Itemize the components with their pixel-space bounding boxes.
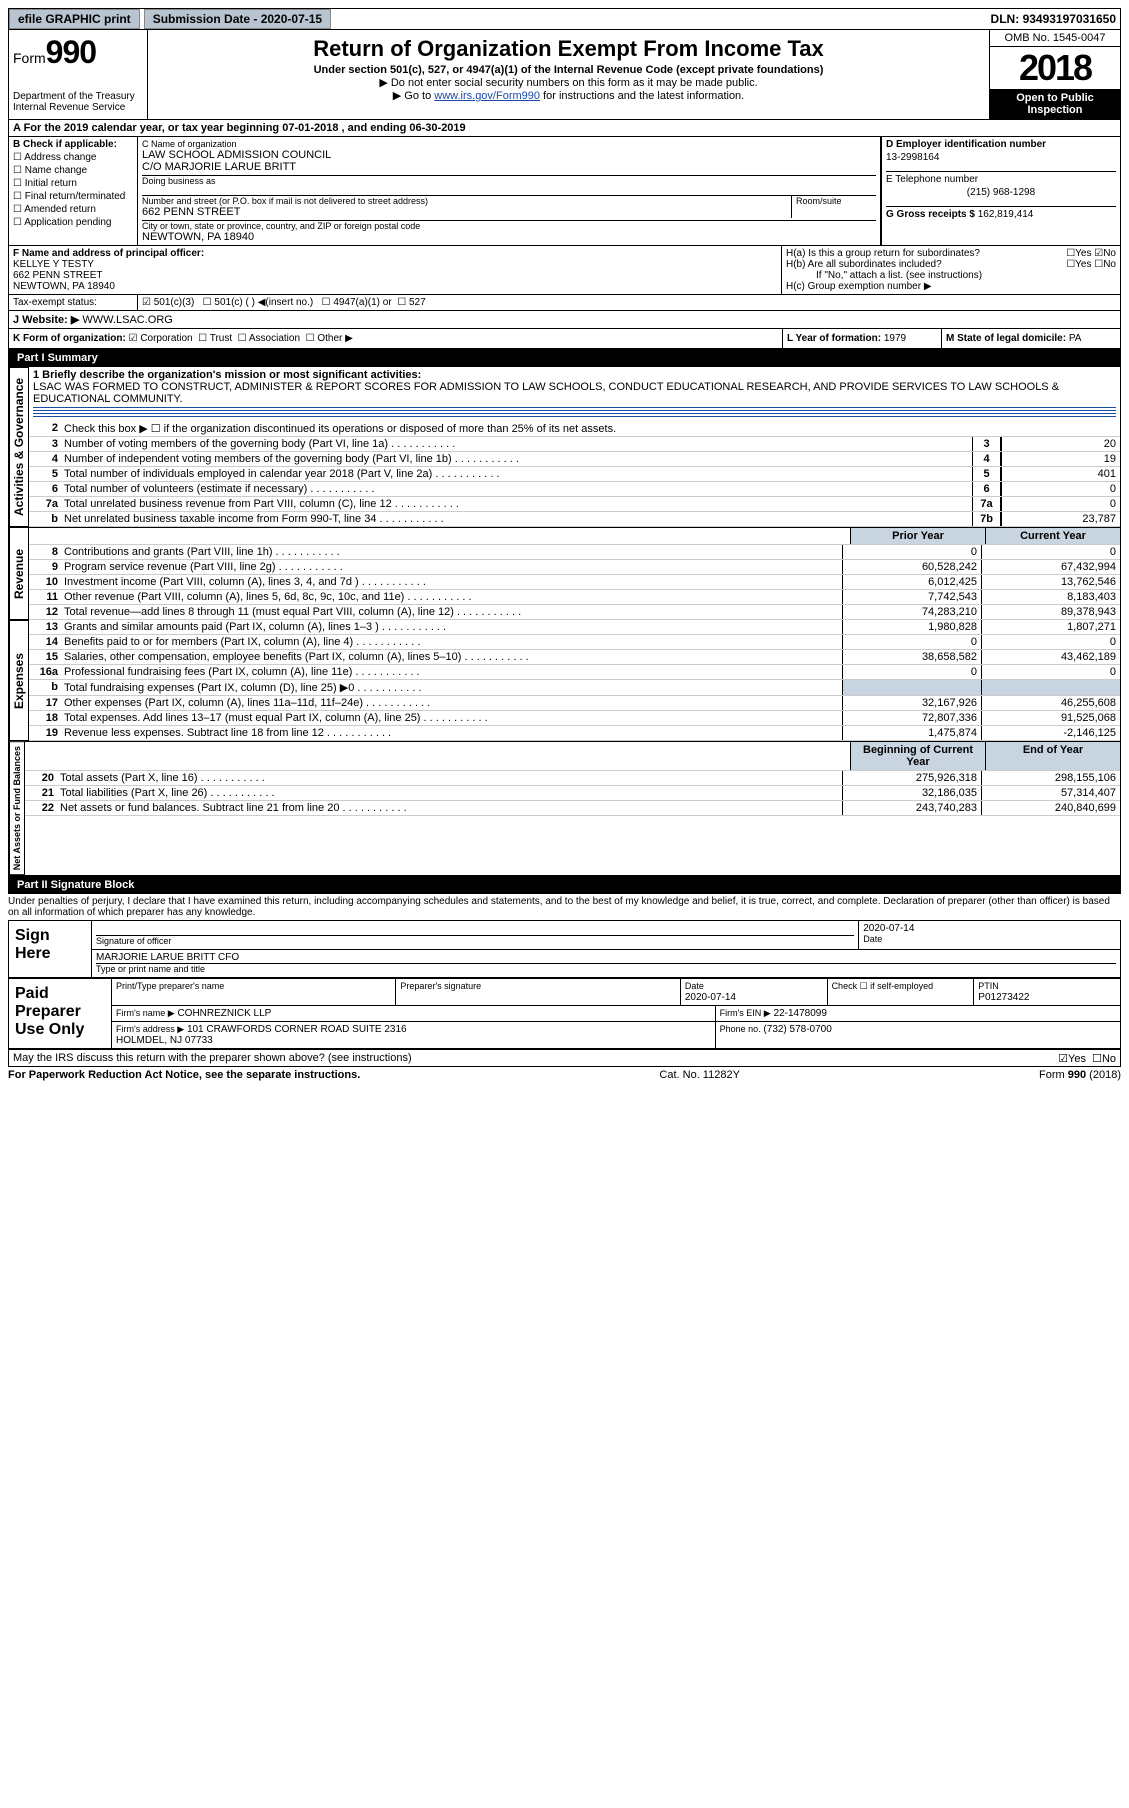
- irs-link[interactable]: www.irs.gov/Form990: [434, 90, 540, 102]
- section-f: F Name and address of principal officer:…: [9, 246, 782, 294]
- summary-line: bTotal fundraising expenses (Part IX, co…: [29, 680, 1120, 696]
- part-2-header: Part II Signature Block: [8, 876, 1121, 894]
- footer: For Paperwork Reduction Act Notice, see …: [8, 1067, 1121, 1083]
- summary-line: 18Total expenses. Add lines 13–17 (must …: [29, 711, 1120, 726]
- summary-line: 11Other revenue (Part VIII, column (A), …: [29, 590, 1120, 605]
- perjury-text: Under penalties of perjury, I declare th…: [8, 894, 1121, 920]
- form-title: Return of Organization Exempt From Incom…: [152, 36, 985, 62]
- dept-treasury: Department of the Treasury: [13, 91, 143, 102]
- summary-line: 5Total number of individuals employed in…: [29, 467, 1120, 482]
- mission-text: LSAC WAS FORMED TO CONSTRUCT, ADMINISTER…: [33, 381, 1059, 405]
- section-deg: D Employer identification number 13-2998…: [881, 137, 1120, 245]
- summary-line: 16aProfessional fundraising fees (Part I…: [29, 665, 1120, 680]
- summary-line: 10Investment income (Part VIII, column (…: [29, 575, 1120, 590]
- summary-line: 20Total assets (Part X, line 16)275,926,…: [25, 771, 1120, 786]
- efile-button[interactable]: efile GRAPHIC print: [9, 9, 140, 29]
- summary-line: 9Program service revenue (Part VIII, lin…: [29, 560, 1120, 575]
- checkbox-option[interactable]: ☐ Address change: [13, 152, 133, 163]
- checkbox-option[interactable]: ☐ Application pending: [13, 217, 133, 228]
- inspection-notice: Open to Public Inspection: [990, 89, 1120, 119]
- vlabel-governance: Activities & Governance: [9, 367, 29, 527]
- vlabel-revenue: Revenue: [9, 527, 29, 620]
- discuss-row: May the IRS discuss this return with the…: [8, 1050, 1121, 1067]
- summary-line: 21Total liabilities (Part X, line 26)32,…: [25, 786, 1120, 801]
- dln: DLN: 93493197031650: [991, 12, 1120, 26]
- summary-line: 14Benefits paid to or for members (Part …: [29, 635, 1120, 650]
- checkbox-option[interactable]: ☐ Final return/terminated: [13, 191, 133, 202]
- summary-line: 19Revenue less expenses. Subtract line 1…: [29, 726, 1120, 741]
- paid-preparer-block: Paid Preparer Use Only Print/Type prepar…: [8, 979, 1121, 1050]
- tax-exempt-label: Tax-exempt status:: [13, 297, 97, 308]
- top-bar: efile GRAPHIC print Submission Date - 20…: [8, 8, 1121, 30]
- summary-line: 17Other expenses (Part IX, column (A), l…: [29, 696, 1120, 711]
- vlabel-net: Net Assets or Fund Balances: [9, 741, 25, 875]
- summary-line: 3Number of voting members of the governi…: [29, 437, 1120, 452]
- submission-date: Submission Date - 2020-07-15: [144, 9, 331, 29]
- checkbox-option[interactable]: ☐ Name change: [13, 165, 133, 176]
- website-label: J Website: ▶: [13, 314, 79, 326]
- summary-line: 7aTotal unrelated business revenue from …: [29, 497, 1120, 512]
- summary-line: bNet unrelated business taxable income f…: [29, 512, 1120, 527]
- section-h: H(a) Is this a group return for subordin…: [782, 246, 1120, 294]
- form-header: Form990 Department of the Treasury Inter…: [8, 30, 1121, 120]
- subtitle-1: Under section 501(c), 527, or 4947(a)(1)…: [152, 64, 985, 76]
- section-b: B Check if applicable: ☐ Address change☐…: [9, 137, 138, 245]
- tax-year: 2018: [990, 47, 1120, 89]
- summary-line: 13Grants and similar amounts paid (Part …: [29, 620, 1120, 635]
- irs: Internal Revenue Service: [13, 102, 143, 113]
- subtitle-3: ▶ Go to www.irs.gov/Form990 for instruct…: [152, 89, 985, 102]
- summary-line: 15Salaries, other compensation, employee…: [29, 650, 1120, 665]
- checkbox-option[interactable]: ☐ Amended return: [13, 204, 133, 215]
- summary-line: 4Number of independent voting members of…: [29, 452, 1120, 467]
- summary-line: 22Net assets or fund balances. Subtract …: [25, 801, 1120, 816]
- part-1-header: Part I Summary: [8, 349, 1121, 367]
- website-value: WWW.LSAC.ORG: [82, 314, 172, 326]
- sign-here-block: Sign Here Signature of officer 2020-07-1…: [8, 920, 1121, 979]
- checkbox-option[interactable]: ☐ Initial return: [13, 178, 133, 189]
- omb-number: OMB No. 1545-0047: [990, 30, 1120, 47]
- section-c: C Name of organization LAW SCHOOL ADMISS…: [138, 137, 881, 245]
- tax-period: A For the 2019 calendar year, or tax yea…: [8, 120, 1121, 137]
- officer-block: F Name and address of principal officer:…: [8, 246, 1121, 295]
- summary-line: 12Total revenue—add lines 8 through 11 (…: [29, 605, 1120, 620]
- identity-block: B Check if applicable: ☐ Address change☐…: [8, 137, 1121, 246]
- form-number: Form990: [13, 34, 143, 71]
- summary-line: 6Total number of volunteers (estimate if…: [29, 482, 1120, 497]
- vlabel-expenses: Expenses: [9, 620, 29, 741]
- subtitle-2: ▶ Do not enter social security numbers o…: [152, 76, 985, 89]
- summary-line: 8Contributions and grants (Part VIII, li…: [29, 545, 1120, 560]
